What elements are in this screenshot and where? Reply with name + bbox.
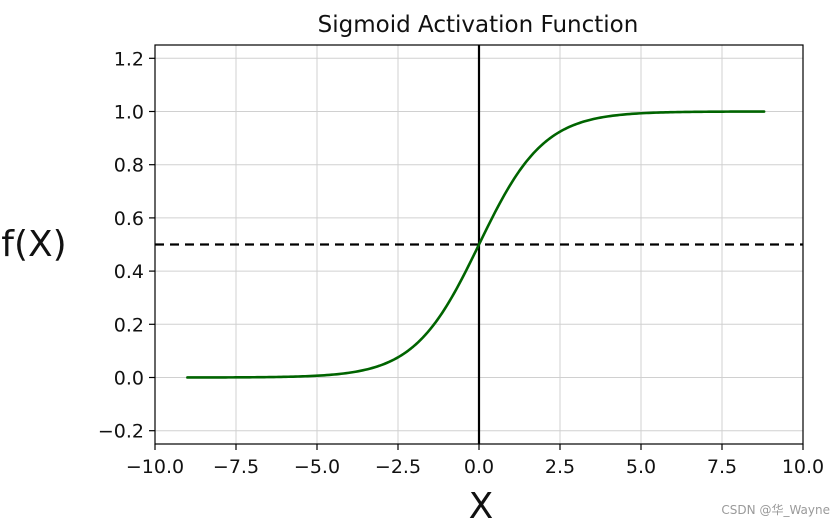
y-tick-label: 0.8 bbox=[114, 155, 144, 177]
y-tick-label: 1.2 bbox=[114, 48, 144, 70]
y-tick-label: 0.4 bbox=[114, 261, 144, 283]
x-axis-label: X bbox=[469, 486, 494, 526]
chart-title: Sigmoid Activation Function bbox=[318, 12, 639, 38]
y-tick-label: 0.6 bbox=[114, 208, 144, 230]
x-tick-label: 2.5 bbox=[545, 456, 575, 478]
x-tick-label: −7.5 bbox=[213, 456, 259, 478]
watermark: CSDN @华_Wayne bbox=[721, 503, 830, 517]
y-tick-label: −0.2 bbox=[98, 421, 144, 443]
x-tick-label: 10.0 bbox=[782, 456, 824, 478]
x-tick-label: −2.5 bbox=[375, 456, 421, 478]
sigmoid-series-line bbox=[186, 110, 766, 379]
y-tick-label: 0.0 bbox=[114, 368, 144, 390]
y-tick-label: 0.2 bbox=[114, 314, 144, 336]
x-axis-ticks: −10.0 −7.5 −5.0 −2.5 0.0 2.5 5.0 7.5 10.0 bbox=[126, 444, 824, 478]
y-tick-label: 1.0 bbox=[114, 102, 144, 124]
y-axis-label: f(X) bbox=[1, 224, 66, 265]
x-tick-label: −10.0 bbox=[126, 456, 184, 478]
series-layer bbox=[186, 110, 766, 379]
x-tick-label: 7.5 bbox=[707, 456, 737, 478]
x-tick-label: 5.0 bbox=[626, 456, 656, 478]
x-tick-label: −5.0 bbox=[294, 456, 340, 478]
y-axis-ticks: −0.2 0.0 0.2 0.4 0.6 0.8 1.0 1.2 bbox=[98, 48, 155, 443]
x-tick-label: 0.0 bbox=[464, 456, 494, 478]
